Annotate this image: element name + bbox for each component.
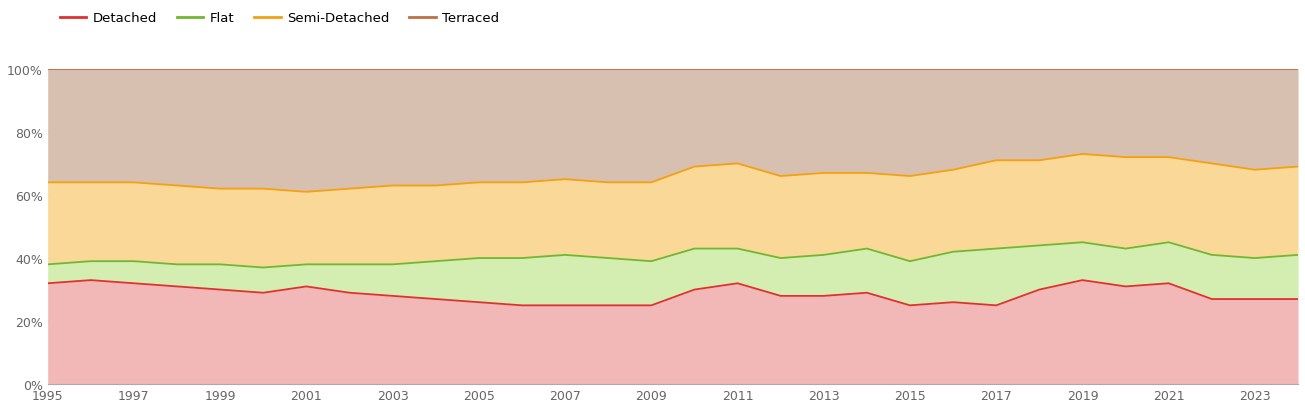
Legend: Detached, Flat, Semi-Detached, Terraced: Detached, Flat, Semi-Detached, Terraced [55,7,505,31]
